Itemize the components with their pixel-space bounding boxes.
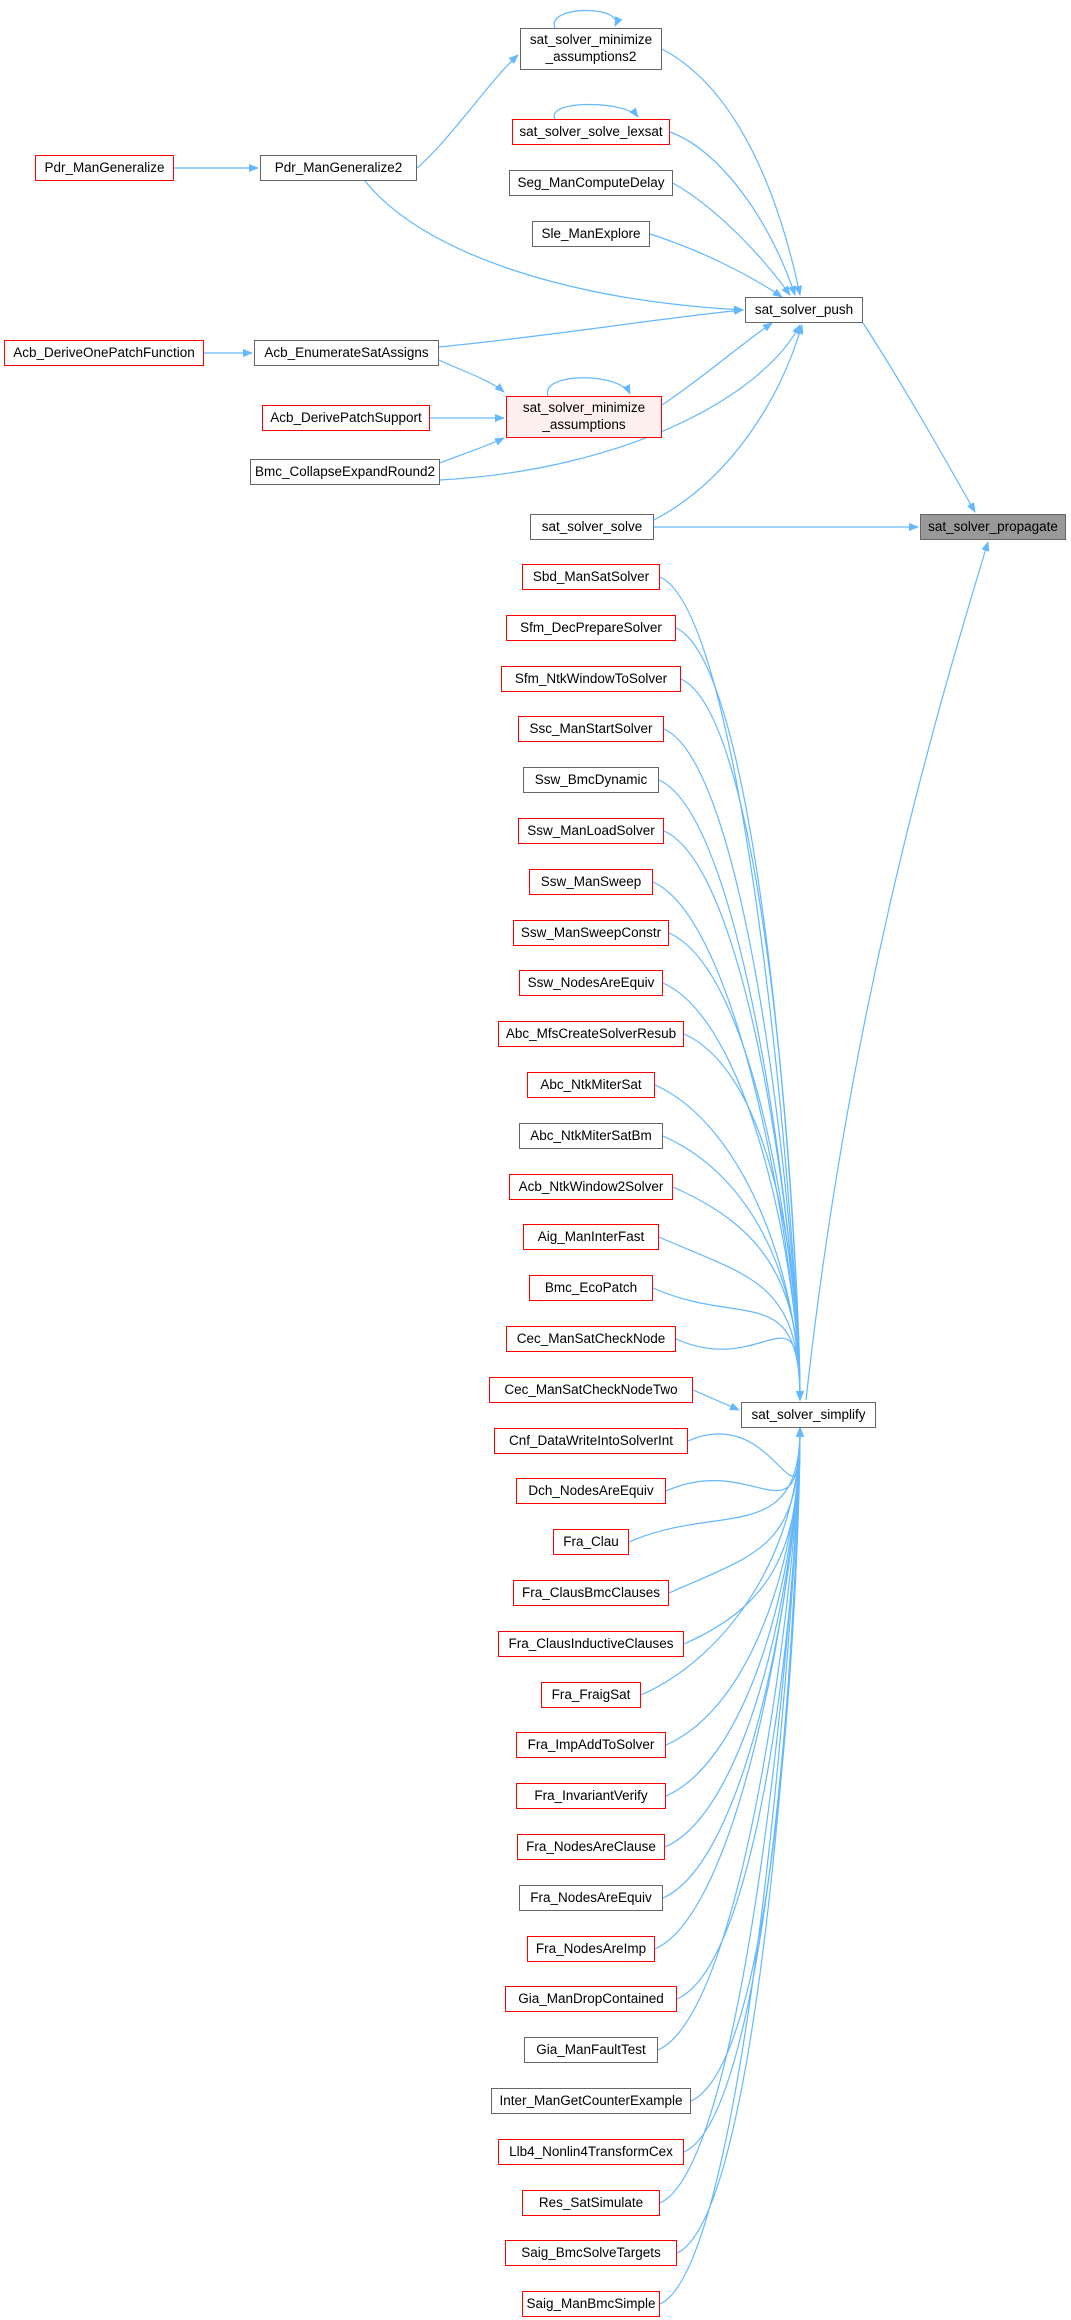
call-edge [438,306,744,348]
caller-node[interactable]: Sfm_DecPrepareSolver [506,615,676,641]
call-edge [628,1427,804,1543]
call-edge [683,1427,804,1645]
caller-node[interactable]: Bmc_EcoPatch [529,1275,653,1301]
call-edge [439,437,505,464]
caller-node[interactable]: Ssw_BmcDynamic [523,767,659,793]
call-edge [553,9,623,29]
node-sat-solver-propagate: sat_solver_propagate [920,514,1066,540]
caller-node[interactable]: Fra_ClausBmcClauses [513,1580,669,1606]
caller-node[interactable]: Sbd_ManSatSolver [522,564,660,590]
call-edge [862,322,976,513]
call-edge [654,1427,804,1950]
caller-node[interactable]: Fra_ImpAddToSolver [516,1732,666,1758]
call-edge [640,1427,804,1696]
caller-node[interactable]: Ssw_ManSweep [529,869,653,895]
call-edge [683,1427,804,2153]
caller-node[interactable]: Cnf_DataWriteIntoSolverInt [494,1428,688,1454]
call-edge [439,324,801,481]
call-edge [653,324,804,521]
call-edge [672,1186,804,1401]
call-edge [665,1427,804,1746]
caller-node[interactable]: Aig_ManInterFast [523,1224,659,1250]
node-sat-solver-solve-lexsat[interactable]: sat_solver_solve_lexsat [512,119,670,145]
call-edge [553,103,639,120]
call-edge [676,1427,804,2254]
call-edge [659,1427,804,2305]
call-edge [805,541,990,1401]
call-edge [662,982,804,1401]
call-edge [668,1427,804,1594]
call-edge [663,830,804,1401]
call-edge [661,48,803,296]
caller-node[interactable]: Abc_NtkMiterSat [527,1072,655,1098]
call-edge [654,1084,804,1401]
call-edge [438,359,505,393]
call-edge [659,1427,804,2204]
node-bmc-collapseexpandround2[interactable]: Bmc_CollapseExpandRound2 [250,459,440,485]
call-edge [649,233,783,298]
call-edge [683,1033,804,1401]
caller-node[interactable]: Fra_FraigSat [541,1682,641,1708]
caller-node[interactable]: Fra_ClausInductiveClauses [498,1631,684,1657]
call-edge [669,131,796,296]
caller-node[interactable]: Gia_ManFaultTest [524,2037,658,2063]
caller-node[interactable]: Cec_ManSatCheckNodeTwo [489,1377,693,1403]
caller-node[interactable]: Cec_ManSatCheckNode [506,1326,676,1352]
call-edge [661,322,773,406]
caller-node[interactable]: Res_SatSimulate [522,2190,660,2216]
caller-node[interactable]: Acb_NtkWindow2Solver [509,1174,673,1200]
caller-node[interactable]: Fra_NodesAreClause [517,1834,665,1860]
caller-node[interactable]: Fra_Clau [553,1529,629,1555]
call-edge [659,576,804,1401]
caller-node[interactable]: Llb4_Nonlin4TransformCex [498,2139,684,2165]
caller-node[interactable]: Ssw_NodesAreEquiv [519,970,663,996]
call-edge [416,54,519,169]
caller-node[interactable]: Ssw_ManLoadSolver [518,818,664,844]
caller-node[interactable]: Saig_ManBmcSimple [522,2291,660,2317]
call-edge [672,182,791,296]
node-sat-solver-push[interactable]: sat_solver_push [745,297,863,323]
caller-node[interactable]: Ssc_ManStartSolver [518,716,664,742]
node-sat-solver-solve[interactable]: sat_solver_solve [530,514,654,540]
node-acb-deriveonepatchfunction[interactable]: Acb_DeriveOnePatchFunction [4,340,204,366]
call-edge [652,1287,804,1401]
call-edge [680,678,804,1401]
node-pdr-mangeneralize[interactable]: Pdr_ManGeneralize [35,155,174,181]
caller-node[interactable]: Saig_BmcSolveTargets [505,2240,677,2266]
call-edge [364,180,744,314]
node-sle-manexplore[interactable]: Sle_ManExplore [532,221,650,247]
caller-node[interactable]: Fra_InvariantVerify [516,1783,666,1809]
call-edge [657,1427,804,2051]
caller-node[interactable]: Inter_ManGetCounterExample [491,2088,691,2114]
caller-node[interactable]: Ssw_ManSweepConstr [513,920,669,946]
node-sat-solver-simplify[interactable]: sat_solver_simplify [741,1402,876,1428]
node-acb-enumeratesatassigns[interactable]: Acb_EnumerateSatAssigns [254,340,439,366]
caller-node[interactable]: Dch_NodesAreEquiv [516,1478,666,1504]
caller-node[interactable]: Abc_MfsCreateSolverResub [498,1021,684,1047]
node-sat-solver-minimize-assumptions2[interactable]: sat_solver_minimize _assumptions2 [520,28,662,70]
caller-node[interactable]: Sfm_NtkWindowToSolver [501,666,681,692]
caller-node[interactable]: Gia_ManDropContained [505,1986,677,2012]
caller-node[interactable]: Fra_NodesAreEquiv [519,1885,663,1911]
call-edge [692,1389,740,1411]
node-seg-mancomputedelay[interactable]: Seg_ManComputeDelay [509,170,673,196]
node-acb-derivepatchsupport[interactable]: Acb_DerivePatchSupport [262,405,430,431]
node-sat-solver-minimize-assumptions[interactable]: sat_solver_minimize _assumptions [506,396,662,438]
call-edge [547,377,631,397]
caller-node[interactable]: Abc_NtkMiterSatBm [519,1123,663,1149]
call-edge [675,1337,804,1401]
node-pdr-mangeneralize2[interactable]: Pdr_ManGeneralize2 [260,155,417,181]
caller-node[interactable]: Fra_NodesAreImp [527,1936,655,1962]
call-edge [687,1427,804,1477]
